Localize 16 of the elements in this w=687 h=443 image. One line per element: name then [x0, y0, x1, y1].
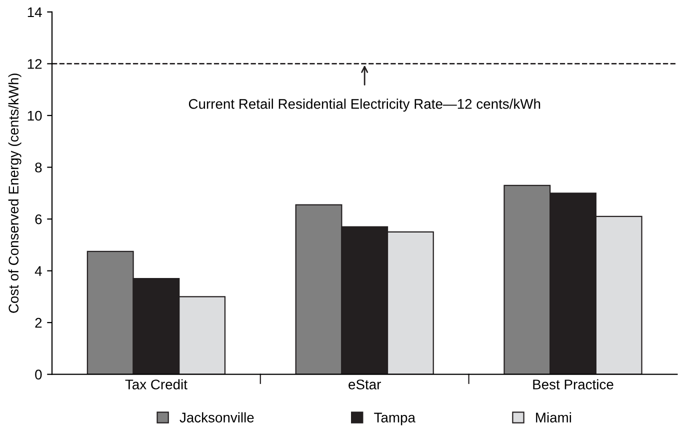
y-tick-label: 2 [35, 318, 42, 328]
y-axis-title: Cost of Conserved Energy (cents/kWh) [8, 74, 22, 313]
y-tick-label: 4 [34, 266, 42, 276]
y-tick-label: 12 [28, 59, 42, 69]
legend-label: Tampa [374, 412, 416, 426]
y-tick-label: 8 [35, 162, 42, 172]
legend-label: Miami [536, 412, 572, 422]
y-tick-label: 6 [35, 214, 42, 224]
x-tick-label: Tax Credit [125, 379, 188, 390]
y-tick-label: 10 [28, 110, 42, 121]
x-tick-label: eStar [348, 380, 381, 390]
ref-line-label: Current Retail Residential Electricity Rate—12 cents/kWh [188, 98, 540, 112]
y-tick-label: 0 [35, 370, 42, 380]
y-tick-label: 14 [28, 7, 42, 17]
legend-label: Jacksonville [180, 412, 254, 422]
x-tick-label: Best Practice [533, 379, 614, 390]
